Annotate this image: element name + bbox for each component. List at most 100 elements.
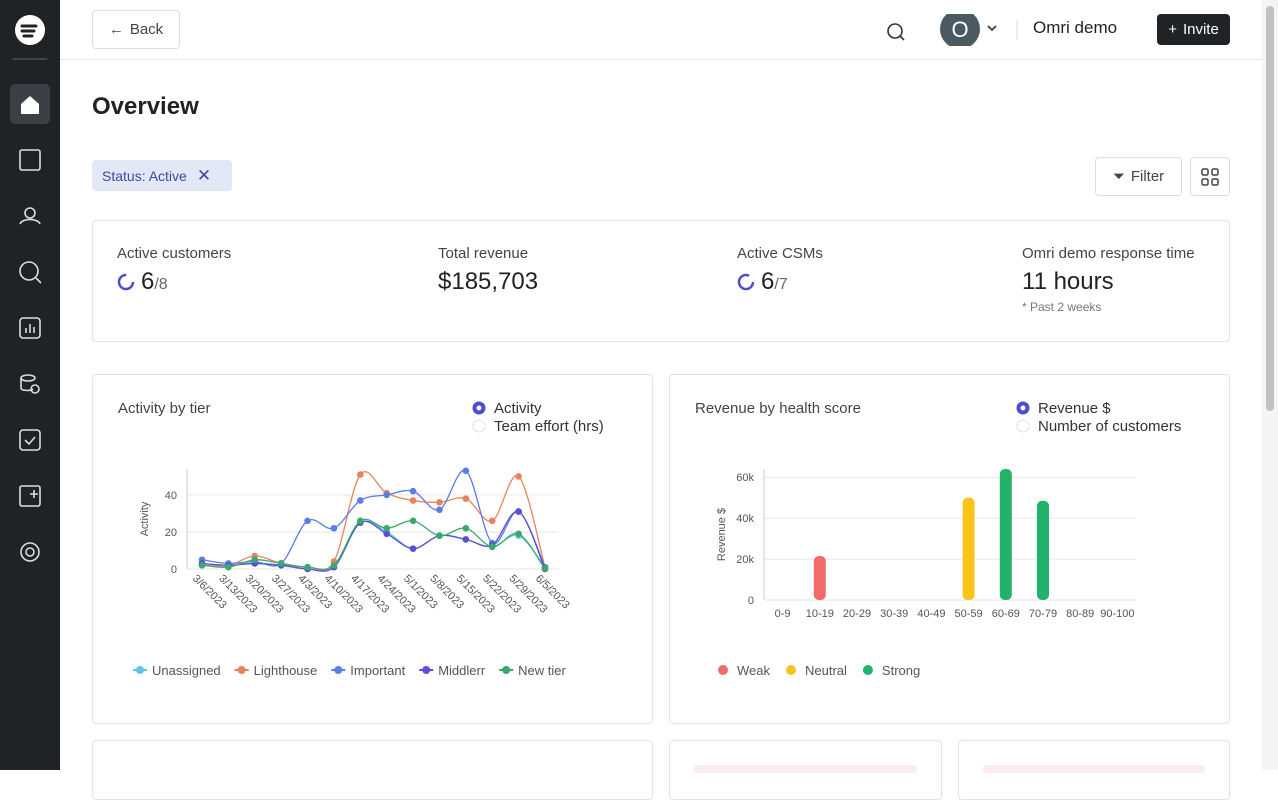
chart-title: Activity by tier [118, 400, 211, 417]
point [462, 524, 470, 532]
legend-marker [334, 666, 343, 674]
legend-marker [862, 665, 873, 675]
legend-label[interactable]: New tier [518, 663, 566, 678]
point [462, 536, 470, 543]
x-tick-label: 80-89 [1066, 608, 1094, 620]
point [515, 530, 522, 538]
legend-marker [786, 665, 796, 675]
legend-label[interactable]: Strong [882, 663, 920, 678]
kpi-value: 6 [761, 268, 775, 295]
point [383, 524, 390, 532]
card [958, 740, 1230, 800]
legend-label[interactable]: Weak [737, 663, 770, 678]
radio-dot [476, 405, 482, 411]
point [225, 563, 232, 571]
legend-label[interactable]: Neutral [805, 663, 847, 678]
y-tick-label: 0 [748, 595, 754, 607]
y-tick-label: 20 [165, 527, 177, 539]
bar[interactable] [999, 469, 1012, 600]
chart-title: Revenue by health score [695, 400, 861, 417]
point [330, 561, 338, 569]
filter-chip[interactable]: Status: Active ✕ [92, 160, 232, 191]
header-icons: O [887, 14, 1018, 46]
search-icon[interactable] [887, 23, 903, 39]
bar[interactable] [1037, 500, 1049, 600]
kpi-card [92, 220, 1230, 342]
point [383, 530, 390, 538]
user-name[interactable]: Omri demo [1033, 18, 1118, 37]
page-title: Overview [92, 93, 199, 120]
radio-label[interactable]: Revenue $ [1038, 400, 1111, 417]
point [436, 532, 443, 539]
legend-label[interactable]: Middlerr [438, 663, 486, 678]
point [515, 473, 522, 480]
y-tick-label: 40k [736, 513, 754, 525]
bar-chart-card: Revenue by health score Revenue $Number o… [669, 374, 1230, 724]
point [251, 556, 259, 564]
chip-close[interactable]: ✕ [196, 165, 212, 185]
radio-label[interactable]: Activity [494, 400, 542, 417]
filter-button[interactable]: ⏷ Filter [1095, 157, 1182, 196]
x-tick-label: 20-29 [843, 608, 871, 620]
x-tick-label: 60-69 [992, 608, 1020, 620]
bar[interactable] [813, 555, 826, 600]
y-axis-label: Revenue $ [716, 508, 728, 561]
kpi-label: Total revenue [438, 245, 529, 262]
nav-home[interactable] [21, 96, 39, 114]
grid-icon [1201, 167, 1219, 186]
point [409, 545, 417, 552]
nav-accounts[interactable] [19, 149, 41, 171]
nav-data[interactable] [20, 374, 36, 382]
radio-label[interactable]: Team effort (hrs) [494, 418, 604, 435]
bar[interactable] [962, 497, 975, 600]
legend-label[interactable]: Lighthouse [254, 663, 318, 678]
kpi-total: /8 [154, 276, 168, 293]
point [277, 560, 285, 567]
point [462, 495, 470, 502]
back-button[interactable]: ← Back [92, 10, 180, 49]
kpi-label: Active customers [117, 245, 232, 262]
filter-label: Filter [1130, 168, 1165, 185]
radio[interactable] [1016, 419, 1030, 433]
y-tick-label: 40 [165, 490, 177, 502]
radio[interactable] [472, 419, 486, 433]
x-tick-label: 10-19 [806, 608, 834, 620]
avatar[interactable] [940, 14, 980, 46]
legend-marker [502, 666, 511, 674]
nav-search[interactable] [19, 261, 39, 281]
nav-settings[interactable] [25, 547, 35, 557]
x-tick-label: 70-79 [1029, 608, 1057, 620]
kpi-note: * Past 2 weeks [1022, 300, 1102, 314]
point [436, 506, 443, 514]
kpi-label: Active CSMs [737, 245, 823, 262]
chevron[interactable] [987, 25, 997, 32]
nav-reports[interactable] [19, 317, 41, 339]
kpi: Active CSMs 6/7 [737, 245, 823, 296]
legend-marker [237, 666, 246, 674]
point [409, 497, 417, 504]
kpi-label: Omri demo response time [1022, 245, 1195, 262]
layout-button[interactable] [1190, 157, 1230, 196]
x-tick-label: 0-9 [775, 608, 791, 620]
kpi: Active customers 6/8 [117, 245, 231, 296]
back-label: Back [129, 21, 164, 38]
nav-tasks[interactable] [19, 429, 41, 451]
radio-label[interactable]: Number of customers [1038, 418, 1181, 435]
card [669, 740, 942, 800]
invite-button[interactable]: + Invite [1157, 14, 1230, 45]
point [357, 517, 364, 525]
point [330, 524, 338, 532]
x-tick-label: 30-39 [880, 608, 908, 620]
legend-label[interactable]: Important [350, 663, 405, 678]
legend-label[interactable]: Unassigned [152, 663, 221, 678]
scrollbar[interactable] [1262, 0, 1278, 770]
nav-playbooks[interactable] [19, 485, 41, 507]
x-tick-label: 40-49 [917, 608, 945, 620]
nav-users[interactable] [24, 207, 36, 219]
point [462, 467, 470, 475]
kpi-value: 6 [141, 268, 155, 295]
filter-icon: ⏷ [1112, 168, 1125, 185]
y-tick-label: 20k [736, 554, 754, 566]
point [488, 543, 496, 551]
